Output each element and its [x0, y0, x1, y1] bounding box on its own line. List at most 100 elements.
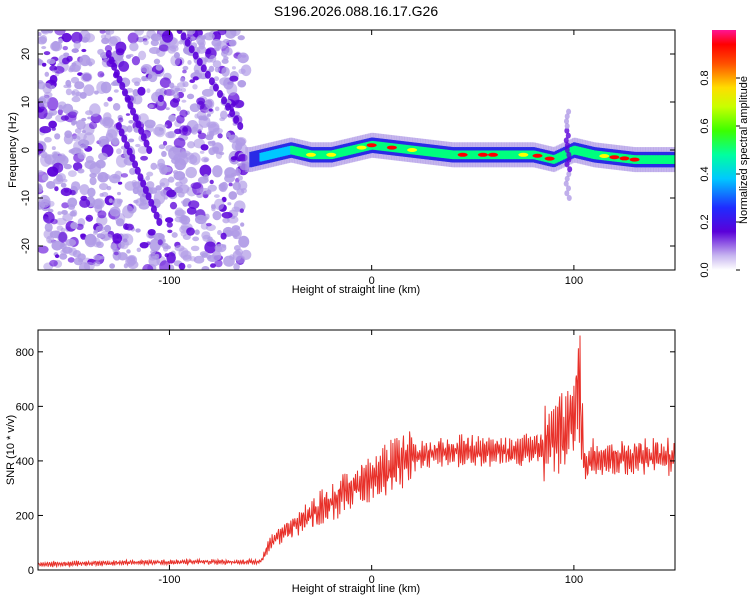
spectrogram-noise-blob	[81, 36, 89, 43]
snr-y-tick-label: 200	[16, 510, 34, 522]
spectrogram-noise-blob	[148, 255, 160, 267]
spectrogram-noise-blob	[71, 48, 79, 53]
spectrogram-noise-blob	[75, 148, 84, 156]
colorbar-tick-label: 0.8	[699, 70, 711, 85]
spectrogram-ridge-inner	[303, 148, 306, 158]
spectrogram-noise-blob	[178, 262, 186, 270]
spectrogram-noise-blob	[221, 66, 230, 77]
spectrogram-noise-blob	[41, 174, 49, 182]
spectrogram-streak-blob	[124, 94, 131, 103]
spectrogram-streak-blob	[237, 122, 244, 130]
spectrogram-streak-blob	[138, 126, 145, 135]
spectrogram-noise-blob	[118, 117, 124, 123]
spectrogram-ridge-inner	[299, 148, 303, 157]
spectrogram-noise-blob	[176, 105, 182, 112]
spectrogram-noise-blob	[115, 218, 125, 227]
spectrogram-noise-blob	[96, 241, 102, 246]
spectrogram-noise-blob	[205, 134, 214, 141]
spectrogram-noise-blob	[69, 189, 76, 196]
spectrogram-ridge-inner	[450, 150, 454, 159]
spectrogram-noise-blob	[215, 245, 223, 252]
spectrogram-noise-blob	[230, 172, 237, 177]
spectrogram-noise-blob	[212, 250, 222, 261]
spectrogram-noise-blob	[71, 96, 81, 103]
spectrogram-noise-blob	[186, 263, 192, 269]
spectrogram-noise-blob	[38, 245, 49, 254]
spectrogram-noise-blob	[93, 229, 99, 234]
spectrogram-noise-blob	[97, 171, 109, 183]
spectrogram-noise-blob	[174, 158, 187, 171]
spectrogram-noise-blob	[146, 88, 151, 94]
spectrogram-noise-blob	[237, 163, 242, 167]
spectrogram-noise-blob	[80, 72, 93, 83]
spectrogram-noise-blob	[213, 194, 220, 198]
spectrogram-vertical-blob	[564, 142, 570, 149]
spectrogram-noise-blob	[231, 66, 236, 70]
spectrogram-noise-blob	[115, 48, 125, 56]
spectrogram-noise-blob	[64, 188, 69, 193]
spectrogram-noise-blob	[53, 178, 64, 185]
spectrogram-noise-blob	[224, 174, 235, 183]
spectrogram-ridge-inner	[576, 146, 580, 156]
spectrogram-noise-blob	[239, 208, 244, 214]
spectrogram-y-tick-label: 20	[20, 48, 32, 60]
spectrogram-noise-blob	[201, 252, 208, 258]
spectrogram-noise-blob	[150, 249, 156, 255]
spectrogram-ridge-inner	[587, 149, 591, 158]
snr-x-tick-label: 100	[565, 574, 583, 586]
spectrogram-streak-blob	[217, 90, 223, 98]
spectrogram-vertical-blob	[566, 108, 572, 115]
spectrogram-noise-blob	[131, 55, 141, 66]
spectrogram-noise-blob	[172, 97, 181, 103]
spectrogram-noise-blob	[44, 222, 53, 232]
spectrogram-streak-blob	[229, 109, 236, 118]
spectrogram-noise-blob	[97, 71, 105, 78]
spectrogram-noise-blob	[113, 251, 119, 256]
spectrogram-ridge-inner	[553, 154, 557, 164]
spectrogram-noise-blob	[189, 79, 196, 84]
spectrogram-streak-blob	[192, 51, 199, 60]
spectrogram-ridge-inner	[654, 155, 657, 164]
spectrogram-streak-blob	[119, 82, 126, 90]
spectrogram-ridge-inner	[295, 146, 298, 156]
spectrogram-noise-blob	[147, 71, 158, 83]
spectrogram-ridge-inner	[502, 150, 505, 160]
spectrogram-ridge-inner	[671, 155, 675, 164]
spectrogram-noise-blob	[197, 132, 207, 140]
spectrogram-ridge-inner	[350, 145, 353, 155]
spectrogram-noise-blob	[122, 205, 134, 219]
spectrogram-ridge-inner	[639, 155, 643, 164]
spectrogram-noise-blob	[51, 240, 63, 251]
spectrogram-ridge-inner	[382, 142, 386, 151]
spectrogram-vertical-blob	[564, 113, 570, 120]
spectrogram-noise-blob	[63, 133, 74, 145]
spectrogram-noise-blob	[43, 51, 51, 56]
snr-frame	[37, 329, 676, 571]
spectrogram-noise-blob	[74, 81, 85, 90]
spectrogram-noise-blob	[199, 215, 209, 222]
spectrogram-noise-blob	[186, 141, 196, 149]
spectrogram-streak-blob	[132, 160, 139, 169]
spectrogram-hotspot	[544, 156, 555, 161]
spectrogram-streak-blob	[140, 179, 147, 188]
spectrogram-streak-blob	[142, 186, 149, 194]
spectrogram-ridge-inner	[377, 141, 381, 151]
spectrogram-streak-blob	[204, 70, 211, 79]
spectrogram-ridge-inner	[469, 150, 473, 160]
spectrogram-ridge-inner	[579, 147, 583, 156]
spectrogram-noise-blob	[220, 232, 227, 240]
spectrogram-ridge-inner	[267, 150, 271, 160]
spectrogram-ridge-inner	[304, 149, 308, 158]
spectrogram-noise-blob	[141, 75, 147, 82]
spectrogram-ridge-inner	[558, 152, 562, 162]
spectrogram-noise-blob	[235, 254, 246, 264]
snr-series-line	[38, 335, 675, 569]
spectrogram-noise-blob	[81, 117, 87, 122]
spectrogram-noise-blob	[208, 123, 220, 136]
spectrogram-ridge-inner	[432, 148, 436, 157]
colorbar-tick-label: 0.4	[699, 166, 711, 181]
spectrogram-ridge-inner	[662, 155, 666, 164]
spectrogram-noise-blob	[230, 156, 238, 161]
spectrogram-streak-blob	[135, 120, 142, 129]
spectrogram-ridge-inner	[293, 146, 297, 156]
